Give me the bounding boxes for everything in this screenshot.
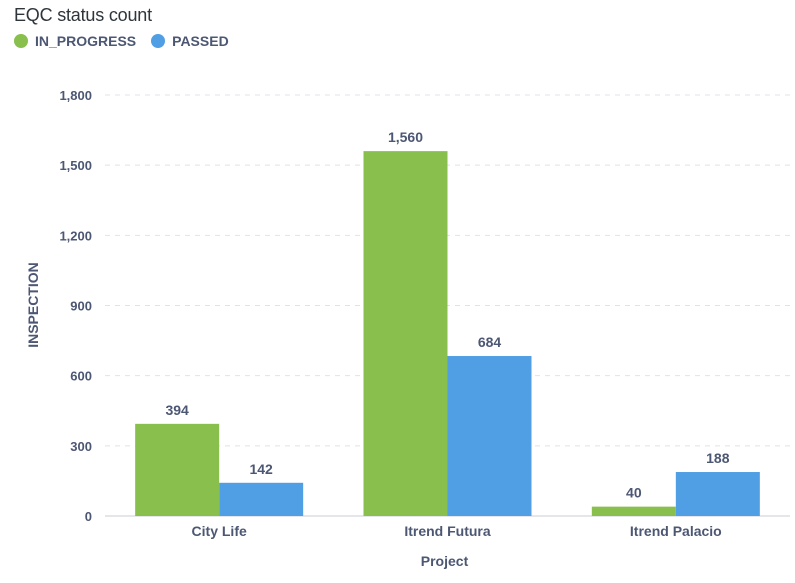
y-tick-label: 900 — [70, 299, 92, 314]
legend-label-in-progress: IN_PROGRESS — [35, 33, 137, 49]
legend-item-passed[interactable]: PASSED — [151, 33, 229, 49]
data-label: 188 — [706, 450, 730, 466]
bar — [447, 356, 532, 516]
data-label: 1,560 — [388, 129, 423, 145]
data-label: 142 — [249, 461, 273, 477]
legend: IN_PROGRESS PASSED — [14, 33, 244, 49]
data-label: 684 — [478, 334, 502, 350]
y-tick-label: 300 — [70, 439, 92, 454]
y-tick-label: 0 — [85, 509, 92, 524]
data-label: 40 — [626, 485, 642, 501]
bar — [219, 482, 304, 516]
x-tick-label: Itrend Palacio — [630, 523, 722, 539]
y-tick-label: 1,800 — [59, 88, 92, 103]
y-tick-label: 1,500 — [59, 158, 92, 173]
x-tick-label: Itrend Futura — [404, 523, 491, 539]
bar — [363, 151, 448, 516]
bar — [591, 506, 676, 516]
data-label: 394 — [165, 402, 189, 418]
bar — [135, 423, 220, 516]
y-tick-label: 600 — [70, 369, 92, 384]
x-axis-title: Project — [421, 553, 469, 569]
bar — [675, 472, 760, 516]
y-axis-title: INSPECTION — [25, 262, 41, 348]
x-tick-label: City Life — [192, 523, 247, 539]
legend-swatch-passed — [151, 34, 166, 48]
chart-title: EQC status count — [14, 5, 152, 25]
legend-swatch-in-progress — [14, 34, 28, 48]
legend-label-passed: PASSED — [172, 33, 229, 49]
y-tick-label: 1,200 — [59, 228, 92, 243]
legend-item-in-progress[interactable]: IN_PROGRESS — [14, 33, 136, 49]
